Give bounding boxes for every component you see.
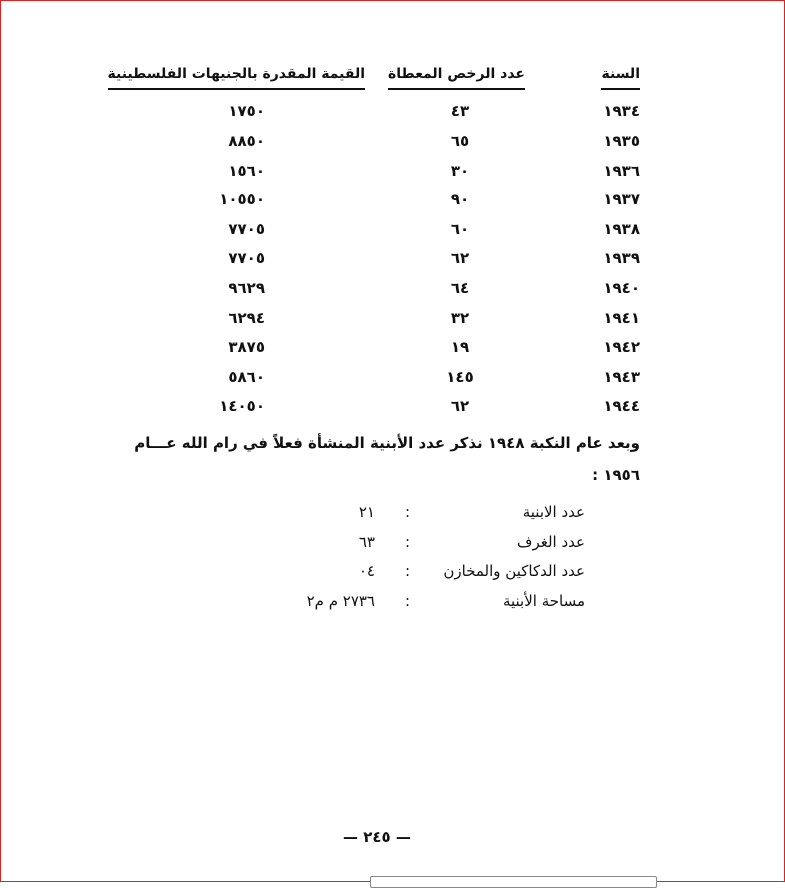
cell-licenses: ٦٠ [450, 220, 470, 238]
cell-value: ١٥٦٠ [228, 162, 265, 180]
cell-licenses: ١٤٥ [446, 368, 474, 386]
cell-year: ١٩٣٤ [603, 102, 640, 120]
cell-year: ١٩٤٣ [603, 368, 640, 386]
cell-licenses: ٣٢ [450, 309, 470, 327]
cell-licenses: ١٩ [450, 338, 470, 356]
bottom-box [370, 876, 657, 888]
stat-value: ٦٣ [358, 533, 375, 551]
cell-value: ١٠٥٥٠ [219, 190, 265, 208]
cell-value: ٣٨٧٥ [228, 338, 265, 356]
cell-year: ١٩٣٧ [603, 190, 640, 208]
stat-value: ٢٧٣٦ م م٢ [306, 592, 375, 610]
cell-licenses: ٦٢ [450, 397, 470, 415]
stat-value: ٠٤ [358, 562, 375, 580]
stat-value: ٢١ [358, 503, 375, 521]
cell-year: ١٩٤٢ [603, 338, 640, 356]
stat-label: مساحة الأبنية [502, 592, 585, 610]
stat-colon: : [404, 503, 410, 521]
cell-year: ١٩٣٦ [603, 162, 640, 180]
stat-colon: : [404, 592, 410, 610]
cell-year: ١٩٤٤ [603, 397, 640, 415]
cell-licenses: ٤٣ [450, 102, 470, 120]
page-number: — ٢٤٥ — [343, 828, 411, 846]
paragraph-line-1: وبعد عام النكبة ١٩٤٨ نذكر عدد الأبنية ال… [134, 434, 640, 452]
stat-label: عدد الدكاكين والمخازن [443, 562, 585, 580]
stat-colon: : [404, 533, 410, 551]
cell-year: ١٩٣٩ [603, 249, 640, 267]
cell-year: ١٩٣٥ [603, 132, 640, 150]
header-year: السنة [601, 66, 640, 90]
stat-colon: : [404, 562, 410, 580]
cell-licenses: ٩٠ [450, 190, 470, 208]
cell-value: ٧٧٠٥ [228, 220, 265, 238]
cell-value: ٦٢٩٤ [228, 309, 265, 327]
cell-licenses: ٦٢ [450, 249, 470, 267]
stat-label: عدد الابنية [522, 503, 585, 521]
stat-label: عدد الغرف [516, 533, 585, 551]
cell-licenses: ٣٠ [450, 162, 470, 180]
cell-value: ٨٨٥٠ [228, 132, 265, 150]
cell-licenses: ٦٤ [450, 279, 470, 297]
cell-value: ٩٦٢٩ [228, 279, 265, 297]
paragraph-line-2: ١٩٥٦ : [592, 466, 640, 484]
cell-licenses: ٦٥ [450, 132, 470, 150]
header-licenses: عدد الرخص المعطاة [387, 66, 525, 90]
header-value: القيمة المقدرة بالجنيهات الفلسطينية [107, 66, 365, 90]
cell-year: ١٩٤٠ [603, 279, 640, 297]
cell-value: ١٧٥٠ [228, 102, 265, 120]
cell-value: ١٤٠٥٠ [219, 397, 265, 415]
cell-year: ١٩٣٨ [603, 220, 640, 238]
cell-value: ٥٨٦٠ [228, 368, 265, 386]
cell-year: ١٩٤١ [603, 309, 640, 327]
cell-value: ٧٧٠٥ [228, 249, 265, 267]
